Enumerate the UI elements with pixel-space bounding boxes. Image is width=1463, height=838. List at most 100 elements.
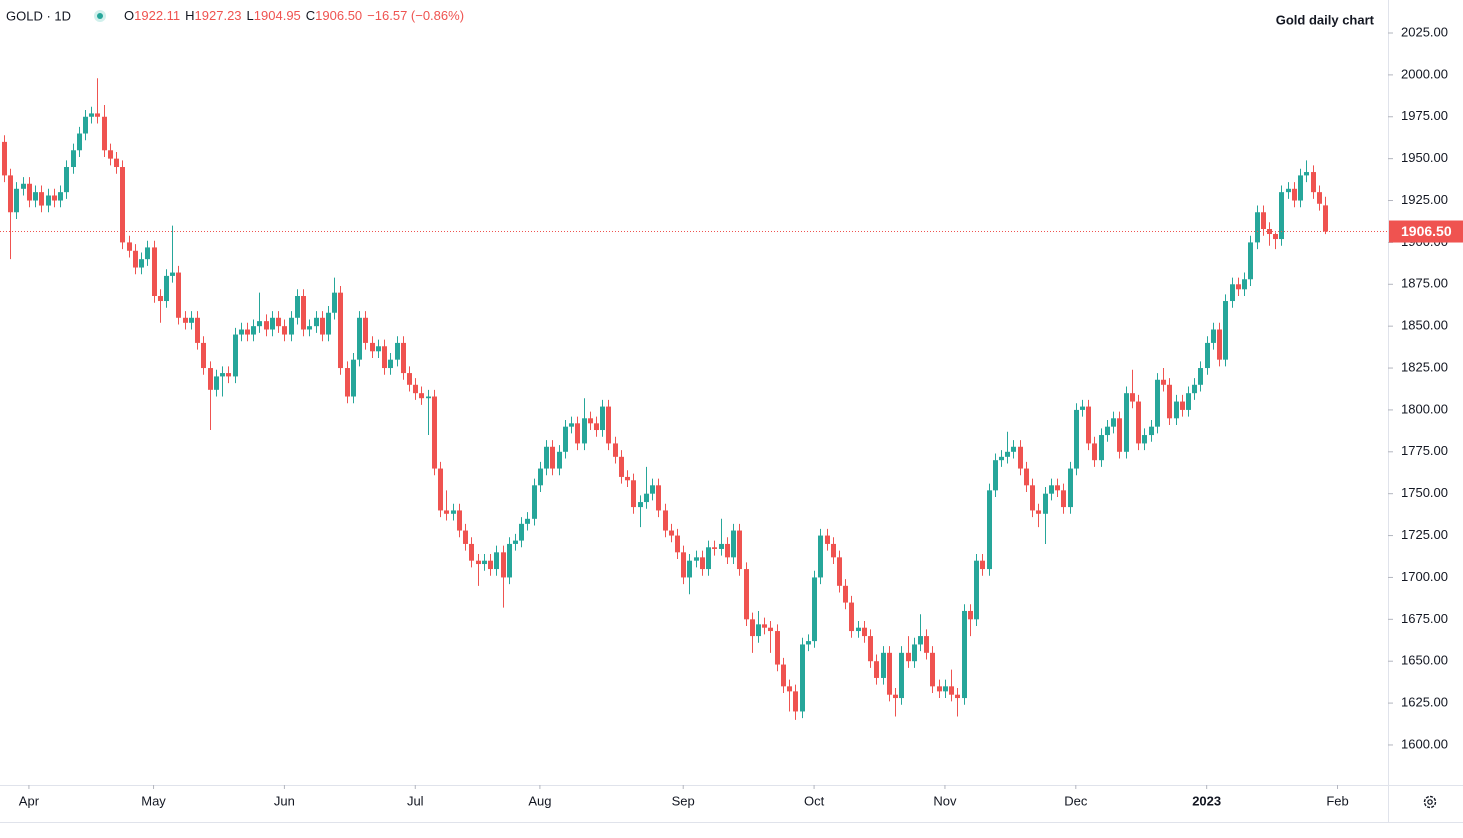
- candle-body: [513, 540, 518, 544]
- candle-body: [64, 167, 69, 193]
- candle-body: [351, 359, 356, 397]
- candle-body: [1311, 172, 1316, 193]
- candle-body: [1036, 510, 1041, 514]
- candle-body: [943, 686, 948, 692]
- y-tick-label: 1775.00: [1401, 443, 1448, 458]
- candle-body: [77, 133, 82, 151]
- candle-body: [164, 275, 169, 302]
- candle-body: [1092, 443, 1097, 461]
- candle-body: [712, 547, 717, 549]
- candle-body: [488, 560, 493, 570]
- candle-body: [918, 636, 923, 645]
- x-tick-label: Dec: [1064, 793, 1088, 808]
- y-tick-label: 1725.00: [1401, 527, 1448, 542]
- candle-body: [463, 530, 468, 544]
- y-tick-label: 2025.00: [1401, 24, 1448, 39]
- candle-body: [1155, 379, 1160, 427]
- candle-body: [338, 292, 343, 369]
- candle-body: [320, 317, 325, 335]
- candle-body: [663, 510, 668, 531]
- candle-body: [289, 317, 294, 335]
- candle-body: [71, 150, 76, 168]
- candle-body: [451, 510, 456, 514]
- ohlc-legend: O1922.11 H1927.23 L1904.95 C1906.50 −16.57 (…: [124, 8, 464, 23]
- x-tick-label: Oct: [804, 793, 825, 808]
- candle-body: [1255, 212, 1260, 243]
- candle-body: [438, 468, 443, 511]
- candle-body: [868, 636, 873, 662]
- candle-body: [644, 493, 649, 503]
- candle-body: [120, 167, 125, 243]
- candle-body: [974, 560, 979, 620]
- y-tick-label: 1925.00: [1401, 192, 1448, 207]
- candle-body: [1043, 493, 1048, 514]
- candle-body: [476, 560, 481, 565]
- candle-body: [307, 326, 312, 330]
- candle-body: [955, 694, 960, 699]
- candle-body: [874, 661, 879, 678]
- candle-body: [631, 480, 636, 508]
- candle-body: [912, 644, 917, 662]
- candle-body: [756, 624, 761, 637]
- candle-body: [1261, 212, 1266, 230]
- candle-body: [494, 552, 499, 570]
- candle-body: [1223, 301, 1228, 360]
- candle-body: [14, 188, 19, 213]
- candle-body: [837, 557, 842, 586]
- ohlc-key: O: [124, 8, 134, 23]
- candle-body: [812, 577, 817, 642]
- candle-body: [432, 396, 437, 469]
- candle-body: [158, 296, 163, 302]
- candle-body: [183, 317, 188, 323]
- candle-body: [46, 195, 51, 206]
- candle-body: [681, 552, 686, 578]
- candle-body: [744, 569, 749, 620]
- candle-body: [1105, 426, 1110, 436]
- candle-body: [376, 346, 381, 352]
- candle-body: [1142, 435, 1147, 444]
- candle-body: [619, 456, 624, 477]
- candle-body: [1005, 451, 1010, 457]
- candle-body: [139, 259, 144, 268]
- candle-body: [270, 317, 275, 330]
- candle-body: [501, 552, 506, 578]
- candle-body: [949, 686, 954, 695]
- candle-body: [600, 406, 605, 431]
- candle-body: [1055, 485, 1060, 491]
- candle-body: [1230, 284, 1235, 302]
- candle-body: [930, 652, 935, 687]
- candle-body: [27, 183, 32, 201]
- candle-body: [1124, 393, 1129, 452]
- y-tick-label: 1600.00: [1401, 736, 1448, 751]
- last-price-label: 1906.50: [1401, 223, 1452, 239]
- candle-body: [1286, 188, 1291, 193]
- candle-body: [731, 530, 736, 558]
- y-tick-label: 1975.00: [1401, 108, 1448, 123]
- candle-body: [1236, 284, 1241, 290]
- candle-body: [220, 373, 225, 377]
- candle-body: [1192, 384, 1197, 394]
- y-tick-label: 2000.00: [1401, 66, 1448, 81]
- candle-body: [201, 342, 206, 369]
- candle-body: [170, 272, 175, 276]
- candle-body: [1298, 175, 1303, 201]
- candle-body: [1080, 406, 1085, 410]
- settings-button[interactable]: [1423, 795, 1437, 809]
- candle-body: [363, 317, 368, 343]
- last-price-badge: [1389, 220, 1463, 243]
- y-tick-label: 1875.00: [1401, 276, 1448, 291]
- candle-body: [887, 652, 892, 695]
- candle-body: [762, 624, 767, 628]
- x-tick-label: Aug: [528, 793, 551, 808]
- candle-body: [650, 485, 655, 494]
- candle-body: [881, 652, 886, 678]
- candle-body: [1111, 418, 1116, 427]
- y-tick-label: 1750.00: [1401, 485, 1448, 500]
- candle-body: [326, 312, 331, 335]
- candle-body: [768, 627, 773, 632]
- x-tick-label: Jul: [407, 793, 424, 808]
- y-tick-label: 1850.00: [1401, 318, 1448, 333]
- candle-body: [700, 557, 705, 570]
- candle-body: [1117, 418, 1122, 452]
